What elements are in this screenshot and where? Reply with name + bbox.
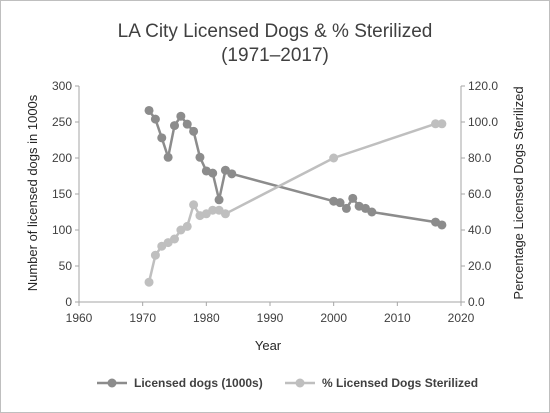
data-point xyxy=(182,119,192,129)
chart-title-line-1: LA City Licensed Dogs & % Sterilized xyxy=(118,21,433,42)
x-tick-label: 1990 xyxy=(257,311,284,325)
y2-tick-label: 120.0 xyxy=(468,79,498,93)
series-line-segment xyxy=(147,254,157,283)
legend-label-sterilized: % Licensed Dogs Sterilized xyxy=(322,376,478,390)
data-point xyxy=(208,168,218,178)
data-point xyxy=(367,207,377,217)
x-axis-title: Year xyxy=(255,338,282,353)
legend-item-licensed-dogs: Licensed dogs (1000s) xyxy=(97,376,263,390)
y2-tick-label: 20.0 xyxy=(468,259,492,273)
x-tick-label: 2000 xyxy=(320,311,347,325)
series-line-segment xyxy=(231,172,334,203)
series-line-segment xyxy=(211,172,221,201)
series-line-segment xyxy=(217,169,227,201)
y2-tick-label: 80.0 xyxy=(468,151,492,165)
data-point xyxy=(431,119,441,129)
data-point xyxy=(214,195,224,205)
data-point xyxy=(195,152,205,162)
y-tick-label: 200 xyxy=(52,151,72,165)
data-point xyxy=(176,111,186,121)
data-point xyxy=(144,277,154,287)
series-line-segment xyxy=(333,122,436,160)
data-point xyxy=(189,200,199,210)
data-point xyxy=(150,250,160,260)
series-layer xyxy=(144,105,447,287)
series-licensed-dogs xyxy=(144,105,447,230)
data-point xyxy=(437,220,447,230)
y2-tick-label: 100.0 xyxy=(468,115,498,129)
data-point xyxy=(150,114,160,124)
y2-tick-label: 0.0 xyxy=(468,295,485,309)
y-tick-label: 250 xyxy=(52,115,72,129)
x-tick-label: 1960 xyxy=(66,311,93,325)
data-point xyxy=(348,193,358,203)
series-line-segment xyxy=(371,210,436,224)
x-tick-label: 2010 xyxy=(384,311,411,325)
data-point xyxy=(144,105,154,115)
data-point xyxy=(208,205,218,215)
x-tick-label: 1980 xyxy=(193,311,220,325)
y-tick-label: 100 xyxy=(52,223,72,237)
chart-title-line-2: (1971–2017) xyxy=(221,45,329,66)
data-point xyxy=(335,198,345,208)
legend-item-sterilized: % Licensed Dogs Sterilized xyxy=(285,376,478,390)
data-point xyxy=(220,209,230,219)
data-point xyxy=(341,203,351,213)
data-point xyxy=(157,133,167,143)
data-point xyxy=(170,121,179,131)
legend-label-licensed-dogs: Licensed dogs (1000s) xyxy=(134,376,263,390)
series-line-segment xyxy=(166,125,176,158)
data-point xyxy=(170,234,179,244)
x-tick-label: 1970 xyxy=(129,311,156,325)
legend-marker-sterilized xyxy=(295,378,305,388)
legend: Licensed dogs (1000s) % Licensed Dogs St… xyxy=(97,376,478,390)
y2-tick-label: 60.0 xyxy=(468,187,492,201)
data-point xyxy=(163,152,173,162)
y-tick-label: 300 xyxy=(52,79,72,93)
x-tick-label: 2020 xyxy=(448,311,475,325)
data-point xyxy=(437,119,447,129)
data-point xyxy=(182,221,192,231)
y-tick-label: 150 xyxy=(52,187,72,201)
y-tick-label: 50 xyxy=(59,259,73,273)
legend-marker-licensed-dogs xyxy=(107,378,117,388)
y-tick-label: 0 xyxy=(65,295,72,309)
data-point xyxy=(329,153,339,163)
data-point xyxy=(189,126,199,136)
axes: 1960 1970 1980 1990 2000 2010 2020 0 50 100 150 200… xyxy=(52,79,498,325)
series-sterilized xyxy=(144,119,447,287)
y2-axis-title: Percentage Licensed Dogs Sterilized xyxy=(511,86,526,299)
data-point xyxy=(227,169,237,179)
series-line-segment xyxy=(224,156,335,215)
y-axis-title: Number of licensed dogs in 1000s xyxy=(25,94,40,291)
y2-tick-label: 40.0 xyxy=(468,223,492,237)
